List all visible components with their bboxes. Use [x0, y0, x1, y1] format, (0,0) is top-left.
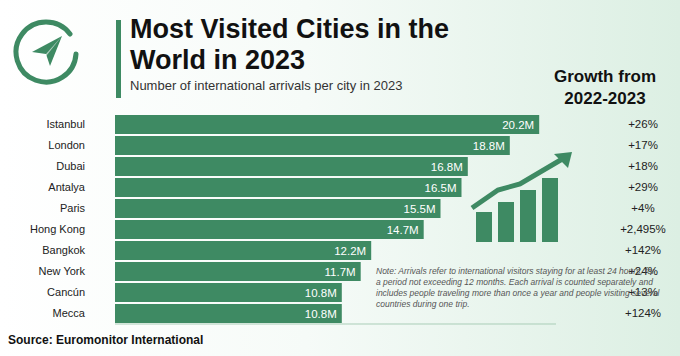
html-text:+26%: +26%: [628, 117, 658, 130]
svg-text:Mecca: Mecca: [53, 307, 86, 319]
svg-text:Antalya: Antalya: [48, 181, 86, 193]
html-text:+124%: +124%: [624, 306, 662, 319]
html-text:+24%: +24%: [628, 264, 658, 277]
svg-text:16.5M: 16.5M: [425, 182, 457, 194]
html-text:+142%: +142%: [624, 243, 662, 256]
svg-text:Bangkok: Bangkok: [42, 244, 85, 256]
html-text:+17%: +17%: [628, 138, 658, 151]
html-text:Growth from 2022-2023: Growth from 2022-2023: [554, 67, 656, 108]
svg-text:10.8M: 10.8M: [305, 287, 337, 299]
svg-text:London: London: [48, 139, 85, 151]
svg-text:Dubai: Dubai: [56, 160, 85, 172]
html-text:+18%: +18%: [628, 159, 658, 172]
svg-text:Paris: Paris: [60, 202, 86, 214]
svg-text:Cancún: Cancún: [47, 286, 85, 298]
svg-text:14.7M: 14.7M: [387, 224, 419, 236]
html-text:+4%: +4%: [631, 201, 655, 214]
svg-text:18.8M: 18.8M: [473, 140, 505, 152]
svg-text:16.8M: 16.8M: [431, 161, 463, 173]
svg-text:20.2M: 20.2M: [502, 119, 534, 131]
svg-text:10.8M: 10.8M: [305, 308, 337, 320]
html-text:+13%: +13%: [628, 285, 658, 298]
html-text:+2,495%: +2,495%: [620, 222, 666, 235]
html-text:Most Visited Cities in the Wor: Most Visited Cities in the World in 2023: [130, 14, 450, 75]
svg-text:Istanbul: Istanbul: [46, 118, 85, 130]
svg-text:15.5M: 15.5M: [404, 203, 436, 215]
html-text:Number of international arriva: Number of international arrivals per cit…: [130, 78, 403, 93]
html-text:Source: Euromonitor Internatio: Source: Euromonitor International: [8, 333, 204, 347]
svg-text:New York: New York: [39, 265, 86, 277]
svg-text:11.7M: 11.7M: [325, 266, 356, 278]
svg-text:Hong Kong: Hong Kong: [30, 223, 85, 235]
html-text:Note: Arrivals refer to intern: Note: Arrivals refer to international vi…: [376, 266, 660, 309]
html-text:+29%: +29%: [628, 180, 658, 193]
svg-text:12.2M: 12.2M: [334, 245, 366, 257]
